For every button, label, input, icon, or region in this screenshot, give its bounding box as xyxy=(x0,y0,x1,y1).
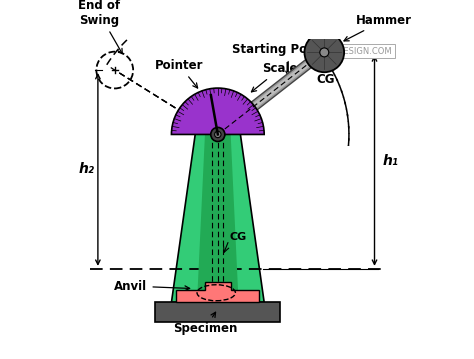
Text: h₁: h₁ xyxy=(383,154,399,168)
Circle shape xyxy=(320,48,329,57)
Text: Scale: Scale xyxy=(251,62,298,92)
Text: CG: CG xyxy=(229,232,246,242)
Bar xyxy=(155,302,280,322)
Text: h₂: h₂ xyxy=(79,162,95,176)
Text: Pointer: Pointer xyxy=(155,59,204,88)
Polygon shape xyxy=(176,281,259,302)
Text: Anvil: Anvil xyxy=(114,280,190,293)
Wedge shape xyxy=(172,88,264,135)
Circle shape xyxy=(211,127,225,141)
Polygon shape xyxy=(197,133,238,302)
Polygon shape xyxy=(172,133,264,302)
Circle shape xyxy=(215,131,221,137)
Text: EXTRUDESIGN.COM: EXTRUDESIGN.COM xyxy=(310,47,392,56)
Text: Starting Position: Starting Position xyxy=(232,43,344,76)
Text: CG: CG xyxy=(317,73,335,86)
Text: Specimen: Specimen xyxy=(173,312,237,335)
Circle shape xyxy=(304,33,344,72)
Text: End of
Swing: End of Swing xyxy=(78,0,122,53)
Text: Hammer: Hammer xyxy=(344,14,412,41)
